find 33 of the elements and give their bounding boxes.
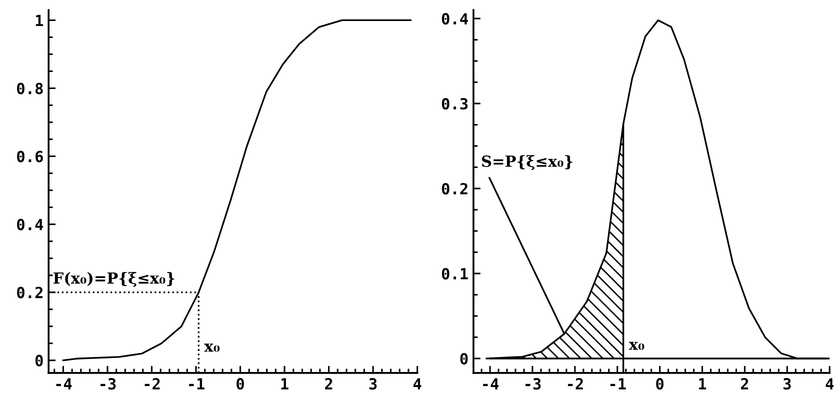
- x-tick-label: -1: [189, 378, 204, 390]
- x-tick-label: -1: [610, 378, 626, 390]
- annotation: F(x₀)=P{ξ≤x₀}: [54, 272, 174, 287]
- y-tick-label: 0.3: [442, 98, 468, 110]
- y-tick-label: 0.6: [17, 150, 43, 162]
- y-tick-label: 0: [35, 354, 43, 366]
- x-tick-label: -2: [568, 378, 583, 390]
- y-tick-label: 0.1: [442, 268, 468, 280]
- y-tick-label: 0.8: [17, 82, 43, 94]
- y-tick-label: 0: [460, 352, 468, 365]
- x-tick-label: 1: [699, 378, 706, 390]
- x-tick-label: 1: [281, 378, 288, 390]
- y-tick-label: 0.2: [17, 286, 42, 298]
- x-tick-label: 4: [413, 378, 422, 390]
- y-tick-label: 0.4: [442, 12, 468, 25]
- annotation: x₀: [628, 342, 644, 350]
- y-tick-label: 1: [36, 14, 44, 26]
- x-tick-label: -3: [100, 378, 116, 390]
- x-tick-label: 0: [236, 378, 244, 390]
- annotation: S=P{ξ≤x₀}: [482, 155, 572, 170]
- x-tick-label: 0: [656, 378, 664, 390]
- y-tick-label: 0.2: [442, 182, 468, 195]
- y-tick-label: 0.4: [17, 218, 44, 230]
- x-tick-label: 3: [784, 378, 791, 390]
- x-tick-label: 2: [740, 378, 748, 390]
- annotation: x₀: [204, 344, 220, 352]
- x-tick-label: -4: [483, 378, 499, 390]
- x-tick-label: 3: [369, 378, 377, 390]
- x-tick-label: 4: [826, 378, 834, 390]
- x-tick-label: -4: [56, 378, 72, 390]
- x-tick-label: -3: [526, 378, 541, 390]
- x-tick-label: 2: [325, 378, 332, 390]
- x-tick-label: -2: [144, 378, 160, 390]
